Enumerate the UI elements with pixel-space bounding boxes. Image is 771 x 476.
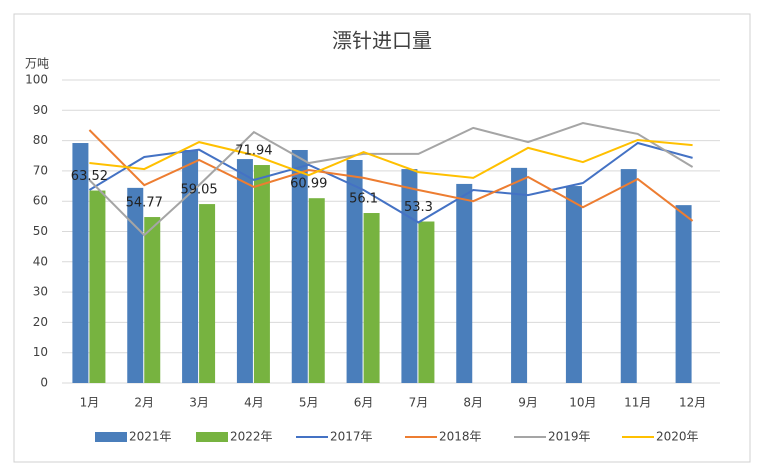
bar [401, 169, 418, 383]
y-tick-label: 60 [33, 194, 48, 208]
data-label: 71.94 [235, 144, 272, 159]
x-tick-label: 5月 [299, 396, 319, 410]
data-label: 54.77 [126, 196, 163, 211]
bar [565, 186, 582, 383]
x-tick-label: 11月 [624, 396, 651, 410]
data-label: 63.52 [71, 169, 108, 184]
legend-label: 2018年 [439, 430, 482, 444]
bar [620, 169, 637, 383]
y-tick-label: 50 [33, 224, 48, 238]
x-tick-label: 10月 [569, 396, 596, 410]
legend-label: 2020年 [656, 430, 699, 444]
bar [72, 143, 89, 383]
legend-swatch [196, 432, 228, 442]
bar [236, 159, 253, 383]
x-tick-label: 6月 [354, 396, 374, 410]
legend-label: 2021年 [129, 430, 172, 444]
x-tick-label: 4月 [244, 396, 264, 410]
y-tick-label: 10 [33, 345, 48, 359]
legend-swatch [95, 432, 127, 442]
y-tick-label: 30 [33, 285, 48, 299]
bar [418, 221, 435, 383]
bar [199, 204, 216, 383]
bar [346, 159, 363, 383]
x-tick-label: 3月 [189, 396, 209, 410]
y-tick-label: 20 [33, 315, 48, 329]
data-label: 60.99 [290, 177, 327, 192]
x-tick-label: 8月 [463, 396, 483, 410]
line [89, 138, 693, 179]
data-label: 59.05 [180, 183, 217, 198]
data-label: 53.3 [404, 200, 433, 215]
line [88, 129, 694, 222]
bar [456, 183, 473, 383]
line [88, 121, 694, 237]
bar [511, 167, 528, 383]
bar [308, 198, 325, 383]
bar [182, 149, 199, 383]
legend-label: 2022年 [230, 430, 273, 444]
y-tick-label: 80 [33, 133, 48, 147]
bar [127, 187, 144, 383]
line [88, 141, 693, 224]
bar [291, 149, 308, 383]
bar [675, 205, 692, 383]
x-tick-label: 12月 [679, 396, 706, 410]
bar [363, 213, 380, 383]
legend-label: 2017年 [330, 430, 373, 444]
y-tick-label: 0 [40, 376, 48, 390]
y-tick-label: 100 [25, 73, 48, 87]
x-tick-label: 9月 [518, 396, 538, 410]
y-tick-label: 70 [33, 163, 48, 177]
legend-label: 2019年 [548, 430, 591, 444]
y-tick-label: 90 [33, 103, 48, 117]
data-label: 56.1 [349, 192, 378, 207]
y-axis-label: 万吨 [25, 57, 49, 71]
bar [89, 190, 106, 383]
x-tick-label: 1月 [80, 396, 100, 410]
chart-title: 漂针进口量 [332, 29, 432, 53]
y-tick-label: 40 [33, 254, 48, 268]
x-tick-label: 2月 [134, 396, 154, 410]
bar [253, 165, 270, 383]
x-tick-label: 7月 [409, 396, 429, 410]
bar [144, 217, 161, 383]
